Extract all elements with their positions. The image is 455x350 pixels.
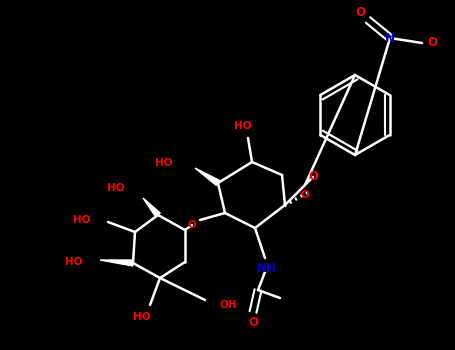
Text: O: O (301, 190, 309, 200)
Text: HO: HO (234, 121, 252, 131)
Polygon shape (100, 260, 133, 266)
Text: N: N (385, 32, 395, 44)
Polygon shape (195, 168, 220, 186)
Text: O: O (308, 170, 318, 183)
Text: O: O (248, 315, 258, 329)
Polygon shape (143, 198, 160, 217)
Text: HO: HO (72, 215, 90, 225)
Text: OH: OH (220, 300, 238, 310)
Text: HO: HO (156, 158, 173, 168)
Text: O: O (355, 6, 365, 19)
Text: HO: HO (107, 183, 125, 193)
Text: O: O (187, 220, 197, 230)
Text: NH: NH (257, 261, 277, 274)
Text: HO: HO (65, 257, 82, 267)
Text: O: O (427, 36, 437, 49)
Text: HO: HO (133, 312, 151, 322)
